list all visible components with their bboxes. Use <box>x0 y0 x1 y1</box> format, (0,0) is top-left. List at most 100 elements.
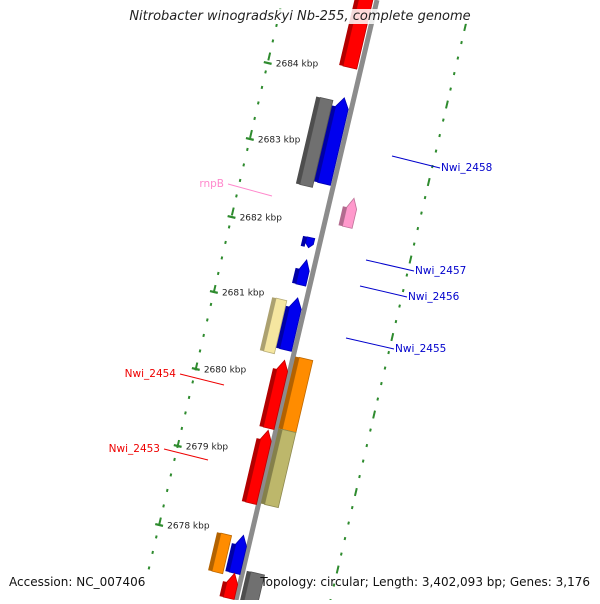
scale-dot <box>401 288 405 293</box>
scale-dot <box>420 211 423 215</box>
tick-label: 2682 kbp <box>240 213 283 223</box>
gene-blue-2456 <box>295 259 310 287</box>
scale-dot <box>412 242 416 246</box>
scale-dot <box>191 380 195 384</box>
gene-label: Nwi_2457 <box>415 265 466 277</box>
gene-gray-2458-shade <box>295 96 321 185</box>
gene-label: Nwi_2455 <box>395 343 446 355</box>
gene-label: Nwi_2454 <box>125 368 177 380</box>
scale-dot <box>387 350 390 355</box>
topology-text: Topology: circular; Length: 3,402,093 bp… <box>260 575 590 589</box>
scale-dot <box>343 536 347 541</box>
gene-blue-2457-shade <box>300 235 307 247</box>
scale-dot <box>405 273 409 277</box>
scale-dot <box>260 85 264 90</box>
scale-dot <box>246 147 249 152</box>
scale-dot <box>365 443 369 448</box>
scale-dot <box>165 488 169 493</box>
gene-pink-rnpB-shade <box>338 206 347 227</box>
scale-dot <box>369 428 372 432</box>
tick-label: 2680 kbp <box>204 365 247 375</box>
tick-label: 2678 kbp <box>167 521 210 531</box>
scale-dot <box>216 271 220 276</box>
scale-dot <box>154 535 158 539</box>
tick-label: 2679 kbp <box>186 442 229 452</box>
genome-title: Nitrobacter winogradskyi Nb-255, complet… <box>0 9 600 24</box>
gene-blue-2457 <box>305 236 316 249</box>
scale-dot <box>238 178 242 183</box>
scale-dot <box>162 504 165 508</box>
gene-red-2453 <box>245 429 272 505</box>
scale-dot <box>383 366 387 370</box>
gene-pink-rnpB <box>341 197 358 229</box>
tick-mark <box>173 443 182 448</box>
scale-dot <box>347 521 350 525</box>
gene-red-bottom <box>222 572 239 600</box>
tick-mark <box>227 214 236 219</box>
scale-dot <box>358 474 361 479</box>
scale-dot <box>253 116 256 121</box>
scale-dot <box>463 22 468 32</box>
scale-dot <box>209 302 213 307</box>
scale-dot <box>147 566 151 570</box>
gene-blue-bottom <box>228 534 247 575</box>
scale-dot <box>256 101 260 105</box>
scale-dot <box>267 52 272 61</box>
tick-mark <box>209 289 219 294</box>
scale-dot <box>376 397 380 401</box>
scale-dot <box>224 240 227 245</box>
gene-red-bottom-shade <box>219 581 227 597</box>
gene-label-leader <box>345 337 395 350</box>
gene-label-leader <box>163 448 209 461</box>
scale-dot <box>408 255 413 264</box>
gene-blue-2456-shade <box>292 267 300 284</box>
scale-dot <box>350 505 354 510</box>
scale-dot <box>264 70 267 74</box>
gene-label: Nwi_2458 <box>441 162 492 174</box>
scale-dot <box>230 207 235 216</box>
scale-dot <box>380 381 383 386</box>
scale-dot <box>220 256 224 260</box>
scale-dot <box>456 56 460 60</box>
scale-dot <box>398 304 401 308</box>
gene-red-2454 <box>262 359 289 430</box>
genome-backbone <box>233 0 380 601</box>
gene-label-leader <box>179 373 225 386</box>
gene-label-leader <box>359 285 408 298</box>
tick-mark <box>245 136 254 141</box>
scale-dot <box>198 349 202 353</box>
gene-gray-bottom-shade <box>239 570 251 602</box>
scale-dot <box>275 23 278 28</box>
scale-dot <box>426 177 431 187</box>
scale-dot <box>227 225 231 229</box>
scale-dot <box>441 118 445 122</box>
scale-dot <box>173 457 176 462</box>
scale-dot <box>271 39 275 43</box>
scale-dot <box>445 100 449 109</box>
gene-yellow-2455-shade <box>259 297 277 352</box>
tick-mark <box>191 366 200 371</box>
scale-dot <box>361 459 365 463</box>
scale-dot <box>151 550 154 555</box>
scale-dot <box>394 319 398 324</box>
scale-dot <box>434 149 438 153</box>
scale-dot <box>249 129 253 139</box>
scale-dot <box>235 194 238 198</box>
gene-red-2454-shade <box>259 368 277 427</box>
tick-label: 2684 kbp <box>276 59 319 69</box>
gene-blue-2458a <box>317 97 349 186</box>
scale-dot <box>438 133 441 138</box>
gene-blue-2455a <box>279 297 302 352</box>
gene-label: rnpB <box>199 178 224 190</box>
scale-dot <box>169 473 173 477</box>
gene-khaki-2453-shade <box>260 428 283 505</box>
gene-red-2453-shade <box>241 438 261 502</box>
gene-label-leader <box>227 183 273 197</box>
scale-dot <box>184 411 187 415</box>
scale-dot <box>187 395 191 400</box>
outer-right-scale-dots <box>147 8 282 570</box>
tick-mark <box>263 60 272 65</box>
scale-dot <box>335 565 340 574</box>
